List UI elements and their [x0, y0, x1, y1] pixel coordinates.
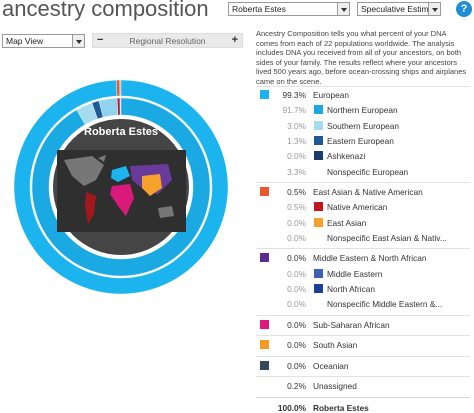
map-east-asia — [142, 174, 162, 196]
swatch — [314, 120, 323, 130]
subgroup-name: North African — [327, 284, 375, 294]
swatch — [260, 90, 269, 99]
map-africa — [110, 184, 134, 216]
view-select[interactable]: Map View — [2, 34, 85, 48]
donut-segment — [98, 97, 119, 118]
subgroup-name: Southern European — [327, 120, 399, 131]
subgroup-name: Nonspecific East Asian & Nativ... — [327, 232, 447, 243]
estimate-select-text: Speculative Estimate — [361, 4, 441, 14]
subgroup-name: Ashkenazi — [327, 151, 366, 162]
group-name: East Asian & Native American — [313, 187, 423, 197]
percent: 3.0% — [287, 120, 306, 131]
swatch — [260, 187, 269, 196]
total-name: Roberta Estes — [313, 403, 369, 413]
percent: 0.0% — [287, 232, 306, 243]
group-name: Unassigned — [313, 381, 357, 392]
group-name: European — [313, 90, 349, 100]
subgroup-name: East Asian — [327, 217, 367, 228]
donut-segment — [31, 97, 211, 277]
percent: 3.3% — [287, 166, 306, 177]
page-title: ancestry composition — [2, 0, 209, 21]
percent: 0.0% — [287, 319, 306, 330]
person-select[interactable]: Roberta Estes — [228, 2, 350, 16]
separator — [256, 86, 470, 87]
subgroup-name: Native American — [327, 202, 388, 213]
separator — [256, 314, 470, 316]
total-percent: 100.0% — [277, 403, 306, 413]
swatch — [314, 105, 323, 115]
view-select-text: Map View — [6, 36, 44, 46]
percent: 1.3% — [287, 135, 306, 146]
resolution-bar: − Regional Resolution + — [92, 33, 243, 48]
separator — [256, 376, 470, 378]
subgroup-name: Northern European — [327, 105, 398, 116]
donut-segment — [116, 79, 121, 97]
dropdown-arrow — [428, 3, 440, 15]
subgroup-name: Nonspecific Middle Eastern &... — [327, 299, 443, 310]
map-europe — [111, 166, 130, 182]
percent: 0.5% — [287, 202, 306, 213]
donut-segment — [13, 79, 229, 295]
swatch — [314, 135, 323, 145]
group-name: Sub-Saharan African — [313, 319, 390, 330]
subgroup-name: Eastern European — [327, 135, 394, 146]
subgroup-name: Middle Eastern — [327, 268, 383, 279]
donut-segment — [91, 100, 104, 120]
percent: 0.0% — [287, 299, 306, 310]
separator — [256, 397, 470, 399]
separator — [256, 355, 470, 357]
separator — [256, 182, 470, 183]
group-name: Oceanian — [313, 360, 349, 371]
group-name: Middle Eastern & North African — [313, 253, 427, 264]
subgroup-name: Nonspecific European — [327, 166, 409, 177]
separator — [256, 335, 470, 337]
swatch — [314, 151, 323, 161]
resolution-minus[interactable]: − — [97, 34, 104, 46]
estimate-select[interactable]: Speculative Estimate — [357, 2, 441, 16]
map-south-america — [85, 192, 96, 224]
percent: 91.7% — [282, 105, 306, 116]
percent: 0.5% — [287, 187, 306, 197]
swatch — [314, 202, 323, 212]
percent: 0.0% — [287, 217, 306, 228]
person-select-text: Roberta Estes — [232, 4, 286, 14]
map-north-america — [64, 156, 104, 186]
map-australia — [158, 206, 174, 218]
resolution-plus[interactable]: + — [231, 34, 238, 46]
swatch — [260, 360, 269, 370]
help-button[interactable]: ? — [456, 1, 472, 17]
group-name: South Asian — [313, 340, 358, 351]
percent: 0.0% — [287, 360, 306, 371]
percent: 0.0% — [287, 253, 306, 264]
donut-segment — [76, 102, 98, 125]
donut-chart: Roberta Estes — [13, 79, 229, 295]
swatch — [314, 268, 323, 278]
dropdown-arrow — [337, 3, 349, 15]
percent: 99.3% — [282, 90, 306, 100]
percent: 0.2% — [287, 381, 306, 392]
description: Ancestry Composition tells you what perc… — [256, 29, 467, 86]
resolution-label: Regional Resolution — [129, 36, 206, 46]
percent: 0.0% — [287, 284, 306, 294]
percent: 0.0% — [287, 268, 306, 279]
swatch — [314, 284, 323, 293]
percent: 0.0% — [287, 151, 306, 162]
percent: 0.0% — [287, 340, 306, 351]
swatch — [314, 217, 323, 227]
map-greenland — [98, 155, 106, 162]
separator — [256, 248, 470, 250]
dropdown-arrow — [72, 35, 84, 47]
swatch — [260, 340, 269, 350]
swatch — [260, 319, 269, 329]
swatch — [260, 253, 269, 263]
center-label: Roberta Estes — [84, 126, 158, 138]
